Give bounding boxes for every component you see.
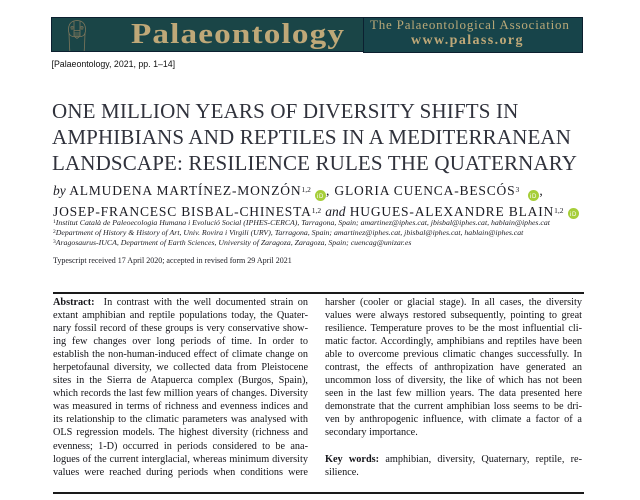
svg-text:iD: iD <box>530 194 537 200</box>
svg-text:iD: iD <box>317 194 324 200</box>
svg-text:iD: iD <box>570 212 577 218</box>
